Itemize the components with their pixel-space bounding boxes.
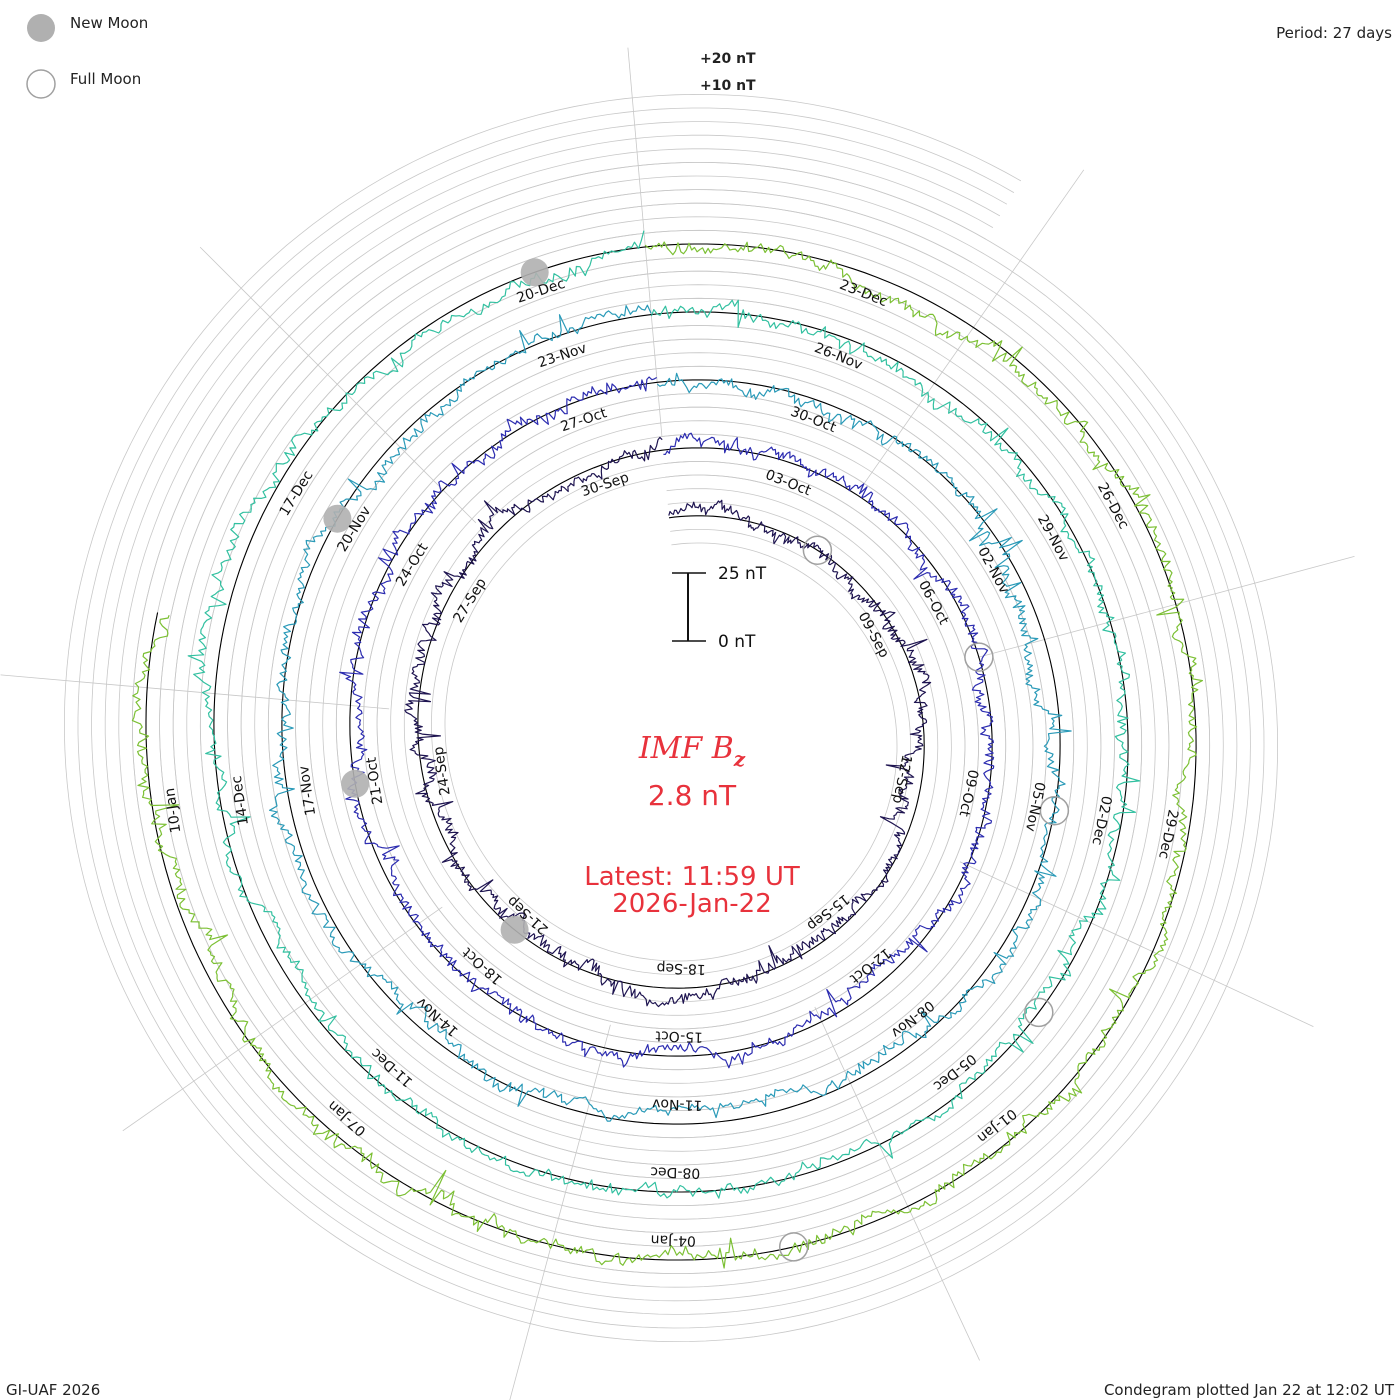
- current-value: 2.8 nT: [648, 779, 737, 812]
- date-label: 10-Jan: [162, 787, 184, 834]
- date-label: 14-Dec: [229, 775, 252, 827]
- date-label: 03-Oct: [763, 467, 813, 500]
- trace-turn-1: [404, 436, 932, 1008]
- chart-title-subscript: z: [733, 747, 746, 771]
- radial-spoke: [122, 906, 443, 1132]
- date-label: 09-Sep: [855, 610, 892, 661]
- grid-spiral: [64, 93, 1279, 1343]
- radial-spoke: [859, 169, 1085, 490]
- date-label: 27-Sep: [450, 575, 490, 625]
- trace-turn-5: [131, 241, 1203, 1269]
- ring-label-20: +20 nT: [700, 51, 756, 67]
- full-moon-marker: [964, 642, 994, 672]
- scale-bottom-label: 0 nT: [718, 632, 756, 652]
- date-label: 05-Dec: [930, 1050, 979, 1094]
- radial-spoke: [509, 1024, 611, 1400]
- full-moon-marker: [1039, 795, 1070, 826]
- date-label: 04-Jan: [650, 1231, 696, 1248]
- date-label: 05-Nov: [1022, 780, 1048, 832]
- radial-spoke: [199, 246, 477, 524]
- grid-spiral: [91, 121, 1251, 1315]
- date-label: 23-Dec: [837, 277, 889, 310]
- date-label: 02-Dec: [1089, 794, 1115, 846]
- date-label: 12-Sep: [889, 753, 915, 805]
- spokes-layer: [0, 47, 1355, 1400]
- full-moon-marker: [1024, 997, 1054, 1028]
- full-moon-marker: [802, 535, 833, 565]
- trace-turn-4: [187, 230, 1141, 1199]
- date-label: 27-Oct: [559, 405, 610, 435]
- radial-spoke: [627, 47, 663, 437]
- radial-spoke: [814, 1006, 980, 1361]
- date-label: 15-Oct: [655, 1027, 703, 1044]
- date-label: 29-Dec: [1155, 808, 1181, 860]
- date-label: 23-Nov: [536, 340, 589, 371]
- date-label: 30-Sep: [579, 470, 631, 501]
- grid-layer: [64, 93, 1279, 1343]
- grid-spiral: [104, 134, 1238, 1302]
- new-moon-legend-icon: [27, 14, 55, 42]
- date-label: 21-Oct: [364, 756, 387, 806]
- date-label: 17-Nov: [296, 765, 319, 817]
- date-label: 18-Sep: [656, 959, 706, 976]
- scale-bar: 25 nT 0 nT: [672, 564, 767, 652]
- full-moon-legend-label: Full Moon: [70, 70, 141, 88]
- ring-label-10: +10 nT: [700, 78, 756, 94]
- new-moon-marker: [520, 258, 549, 287]
- footer-plotted: Condegram plotted Jan 22 at 12:02 UT: [1104, 1381, 1395, 1399]
- date-label: 08-Dec: [650, 1163, 700, 1180]
- new-moon-legend-label: New Moon: [70, 14, 148, 32]
- scale-top-label: 25 nT: [718, 564, 767, 584]
- radial-spoke: [977, 556, 1355, 658]
- grid-spiral: [118, 148, 1224, 1288]
- new-moon-marker: [341, 769, 370, 798]
- full-moon-legend-icon: [26, 69, 56, 99]
- date-label: 07-Jan: [325, 1097, 369, 1139]
- period-label: Period: 27 days: [1276, 24, 1392, 42]
- date-label: 26-Nov: [812, 340, 865, 373]
- date-label: 11-Nov: [652, 1095, 703, 1112]
- latest-time: Latest: 11:59 UT: [584, 862, 800, 892]
- full-moon-marker: [778, 1232, 809, 1262]
- radial-spoke: [959, 861, 1314, 1027]
- trace-turn-3: [269, 304, 1072, 1122]
- date-label: 24-Sep: [431, 745, 454, 796]
- moon-layer: [323, 258, 1070, 1262]
- date-label: 26-Dec: [1094, 480, 1132, 532]
- date-label: 30-Oct: [788, 404, 838, 437]
- radial-spoke: [0, 674, 390, 710]
- date-label: 18-Oct: [459, 944, 505, 988]
- chart-title: IMF Bz: [638, 731, 746, 771]
- new-moon-marker: [500, 915, 529, 944]
- trace-layer: [131, 230, 1203, 1269]
- trace-turn-2: [339, 376, 995, 1069]
- date-label: 29-Nov: [1034, 512, 1072, 564]
- date-label: 15-Sep: [804, 890, 853, 933]
- footer-credit: GI-UAF 2026: [6, 1381, 100, 1399]
- new-moon-marker: [323, 504, 352, 533]
- date-label: 14-Nov: [413, 994, 461, 1039]
- date-label: 12-Oct: [846, 944, 894, 986]
- grid-spiral: [159, 189, 1183, 1247]
- date-label: 09-Oct: [955, 768, 980, 818]
- date-label: 11-Dec: [368, 1045, 416, 1090]
- latest-date: 2026-Jan-22: [612, 889, 772, 919]
- chart-title-main: IMF B: [638, 731, 734, 766]
